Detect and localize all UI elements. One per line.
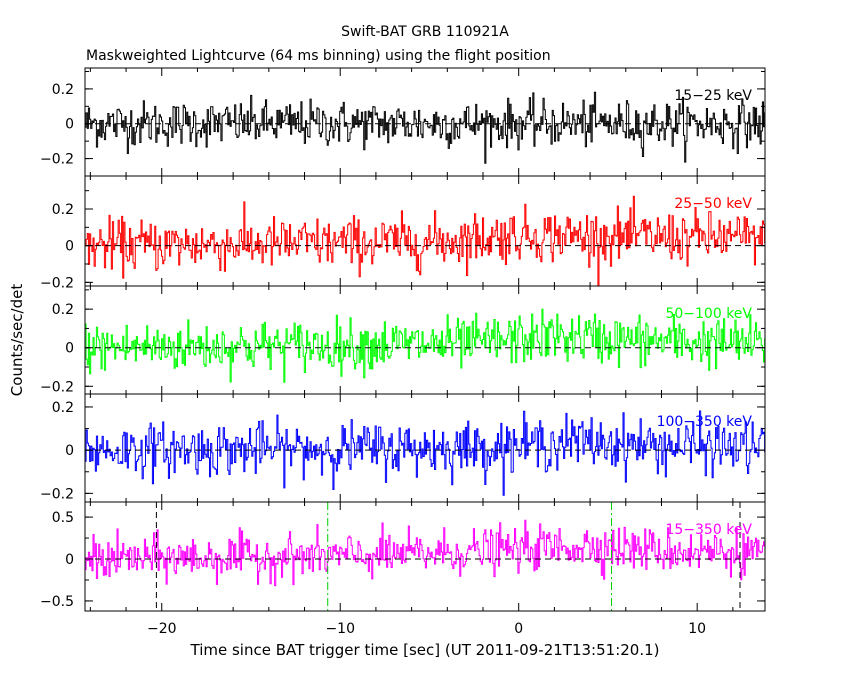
lightcurve-series <box>85 410 765 496</box>
panel-frame <box>84 501 766 612</box>
y-axis-label: Counts/sec/det <box>8 284 26 397</box>
panel-frame <box>84 285 766 395</box>
chart-title: Swift-BAT GRB 110921A <box>341 24 509 40</box>
y-tick-label: 0 <box>65 341 74 357</box>
panel-label: 25−50 keV <box>674 196 752 212</box>
chart-subtitle: Maskweighted Lightcurve (64 ms binning) … <box>86 48 551 64</box>
y-tick-label: −0.2 <box>40 152 74 168</box>
y-tick-label: −0.2 <box>40 486 74 502</box>
lightcurve-series <box>85 195 765 286</box>
panel-100-350-kev: −0.2 0 0.2 100−350 keV <box>40 393 766 503</box>
x-tick-label: −20 <box>147 621 177 637</box>
y-tick-label: 0.2 <box>52 202 74 218</box>
x-tick-label: 0 <box>514 621 523 637</box>
x-tick-label: −10 <box>325 621 355 637</box>
y-tick-label: −0.2 <box>40 379 74 395</box>
panel-label: 100−350 keV <box>657 414 753 430</box>
lightcurve-series <box>85 519 765 587</box>
y-tick-label: 0 <box>65 552 74 568</box>
y-tick-label: −0.2 <box>40 275 74 291</box>
panel-label: 50−100 keV <box>665 306 752 322</box>
lightcurve-series <box>85 91 765 164</box>
y-tick-label: 0 <box>65 239 74 255</box>
panel-15-25-kev: −0.2 0 0.2 15−25 keV <box>40 67 766 177</box>
panel-25-50-kev: −0.2 0 0.2 25−50 keV <box>40 175 766 291</box>
y-tick-label: 0.2 <box>52 302 74 318</box>
y-tick-label: −0.5 <box>40 594 74 610</box>
y-tick-label: 0.2 <box>52 400 74 416</box>
panels-group: −0.2 0 0.2 15−25 keV −0.2 0 0.2 25−50 keV −0.2 0 0… <box>40 67 766 637</box>
y-tick-label: 0.5 <box>52 510 74 526</box>
x-tick-label: 10 <box>688 621 706 637</box>
y-tick-label: 0.2 <box>52 82 74 98</box>
y-tick-label: 0 <box>65 443 74 459</box>
panel-label: 15−350 keV <box>665 522 752 538</box>
y-tick-label: 0 <box>65 117 74 133</box>
lightcurve-series <box>85 308 765 383</box>
panel-15-350-kev: −0.5 0 0.5 15−350 keV <box>40 501 766 612</box>
panel-50-100-kev: −0.2 0 0.2 50−100 keV <box>40 285 766 395</box>
panel-label: 15−25 keV <box>674 88 752 104</box>
x-axis-label: Time since BAT trigger time [sec] (UT 20… <box>190 641 660 659</box>
